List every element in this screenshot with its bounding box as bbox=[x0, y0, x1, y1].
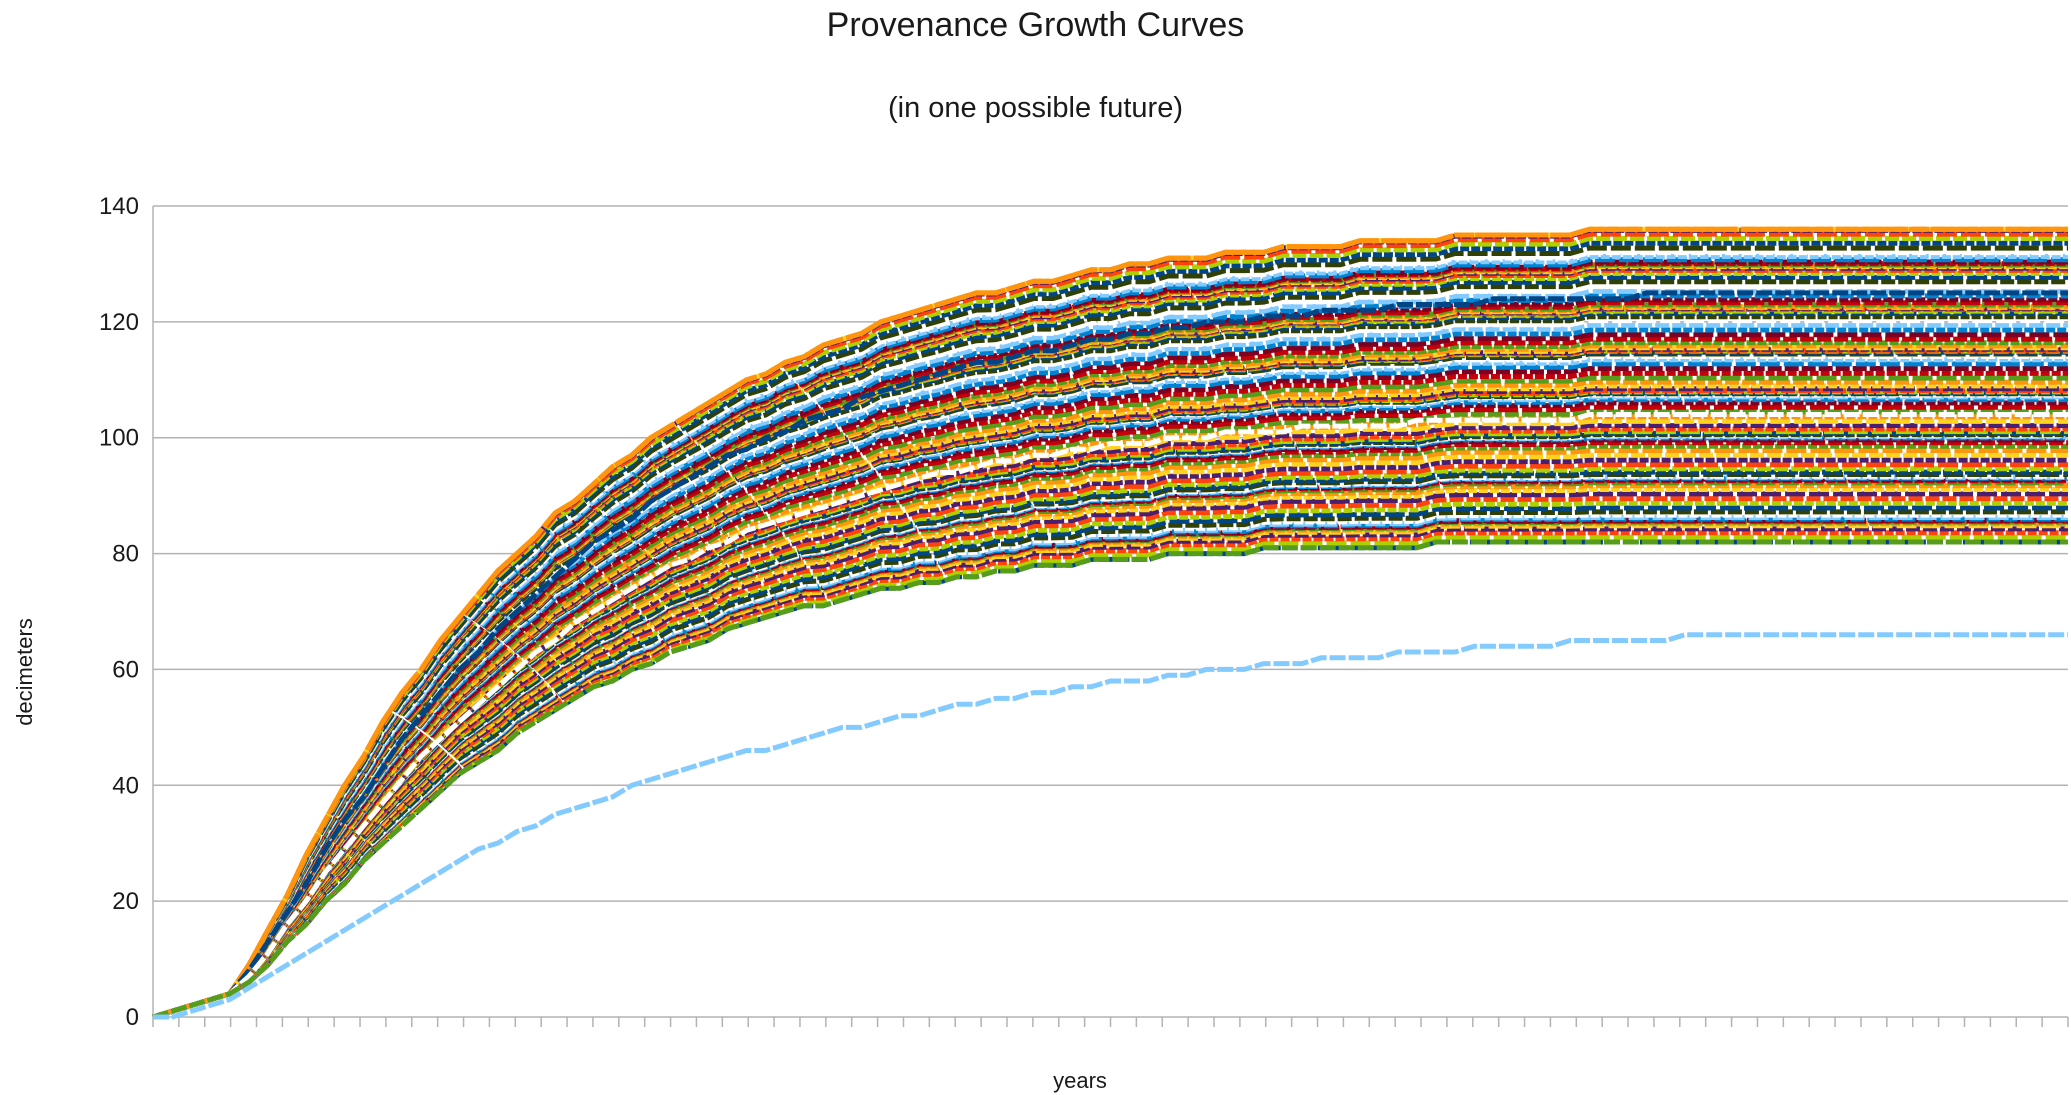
series-line bbox=[152, 469, 2068, 1020]
y-tick-label: 60 bbox=[112, 656, 139, 683]
x-axis-title: years bbox=[1053, 1068, 1107, 1093]
chart-subtitle: (in one possible future) bbox=[888, 92, 1183, 124]
series-line bbox=[152, 379, 2068, 1020]
series-line bbox=[152, 530, 2068, 1020]
series-line bbox=[152, 322, 2068, 1020]
series-line-4 bbox=[152, 539, 2068, 1020]
series-line bbox=[152, 340, 2068, 1020]
series-line bbox=[152, 375, 2068, 1020]
series-line bbox=[152, 500, 2068, 1020]
series-line bbox=[152, 466, 2068, 1020]
chart-title: Provenance Growth Curves bbox=[826, 6, 1245, 44]
y-tick-label: 80 bbox=[112, 541, 139, 568]
y-tick-label: 40 bbox=[112, 772, 139, 799]
y-tick-label: 120 bbox=[99, 309, 139, 336]
y-tick-label: 100 bbox=[99, 425, 139, 452]
series-line bbox=[152, 443, 2068, 1020]
series-line-2 bbox=[152, 290, 2068, 1020]
series-line bbox=[152, 512, 2068, 1020]
series-line bbox=[152, 472, 2068, 1020]
y-tick-labels: 0 20 40 60 80 100 120 140 bbox=[99, 193, 139, 1031]
y-axis-title: decimeters bbox=[12, 618, 37, 726]
series-line-3 bbox=[152, 412, 2068, 1020]
series-line bbox=[152, 318, 2068, 1020]
series-line bbox=[152, 423, 2068, 1020]
series-line bbox=[152, 491, 2068, 1020]
y-tick-label: 0 bbox=[126, 1004, 139, 1031]
series-line-5 bbox=[153, 632, 2068, 1020]
series-line bbox=[152, 284, 2068, 1020]
series-lines bbox=[152, 226, 2068, 1020]
series-line bbox=[152, 534, 2068, 1020]
series-line bbox=[152, 383, 2068, 1020]
series-line bbox=[152, 496, 2068, 1020]
series-line bbox=[152, 361, 2068, 1020]
series-line bbox=[152, 418, 2068, 1020]
series-line-1 bbox=[152, 226, 2068, 1020]
x-tick-marks bbox=[152, 1017, 2069, 1027]
y-tick-label: 20 bbox=[112, 888, 139, 915]
y-tick-label: 140 bbox=[99, 193, 139, 220]
